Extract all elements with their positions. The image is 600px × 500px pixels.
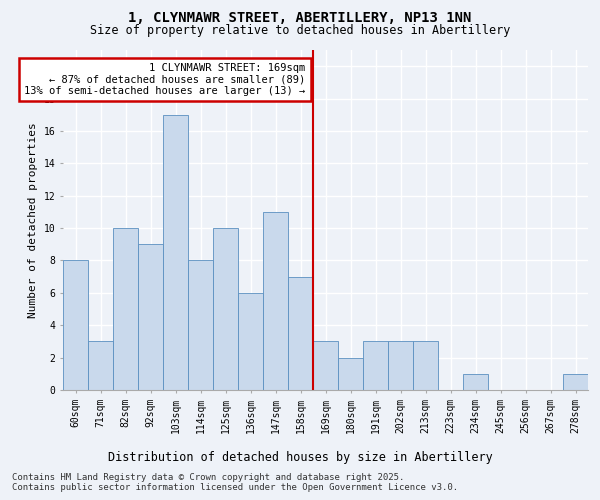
Bar	[288, 276, 313, 390]
Text: 1, CLYNMAWR STREET, ABERTILLERY, NP13 1NN: 1, CLYNMAWR STREET, ABERTILLERY, NP13 1N…	[128, 11, 472, 25]
Bar	[213, 228, 238, 390]
Bar	[563, 374, 588, 390]
Bar	[338, 358, 363, 390]
Bar	[188, 260, 213, 390]
Text: Size of property relative to detached houses in Abertillery: Size of property relative to detached ho…	[90, 24, 510, 37]
Bar	[63, 260, 88, 390]
Text: 1 CLYNMAWR STREET: 169sqm
← 87% of detached houses are smaller (89)
13% of semi-: 1 CLYNMAWR STREET: 169sqm ← 87% of detac…	[24, 63, 305, 96]
Y-axis label: Number of detached properties: Number of detached properties	[28, 122, 38, 318]
Bar	[263, 212, 288, 390]
Bar	[138, 244, 163, 390]
Bar	[313, 342, 338, 390]
Bar	[363, 342, 388, 390]
Bar	[163, 115, 188, 390]
Bar	[238, 293, 263, 390]
Bar	[413, 342, 438, 390]
Bar	[113, 228, 138, 390]
Bar	[388, 342, 413, 390]
Text: Contains HM Land Registry data © Crown copyright and database right 2025.
Contai: Contains HM Land Registry data © Crown c…	[12, 473, 458, 492]
Bar	[88, 342, 113, 390]
Text: Distribution of detached houses by size in Abertillery: Distribution of detached houses by size …	[107, 451, 493, 464]
Bar	[463, 374, 488, 390]
